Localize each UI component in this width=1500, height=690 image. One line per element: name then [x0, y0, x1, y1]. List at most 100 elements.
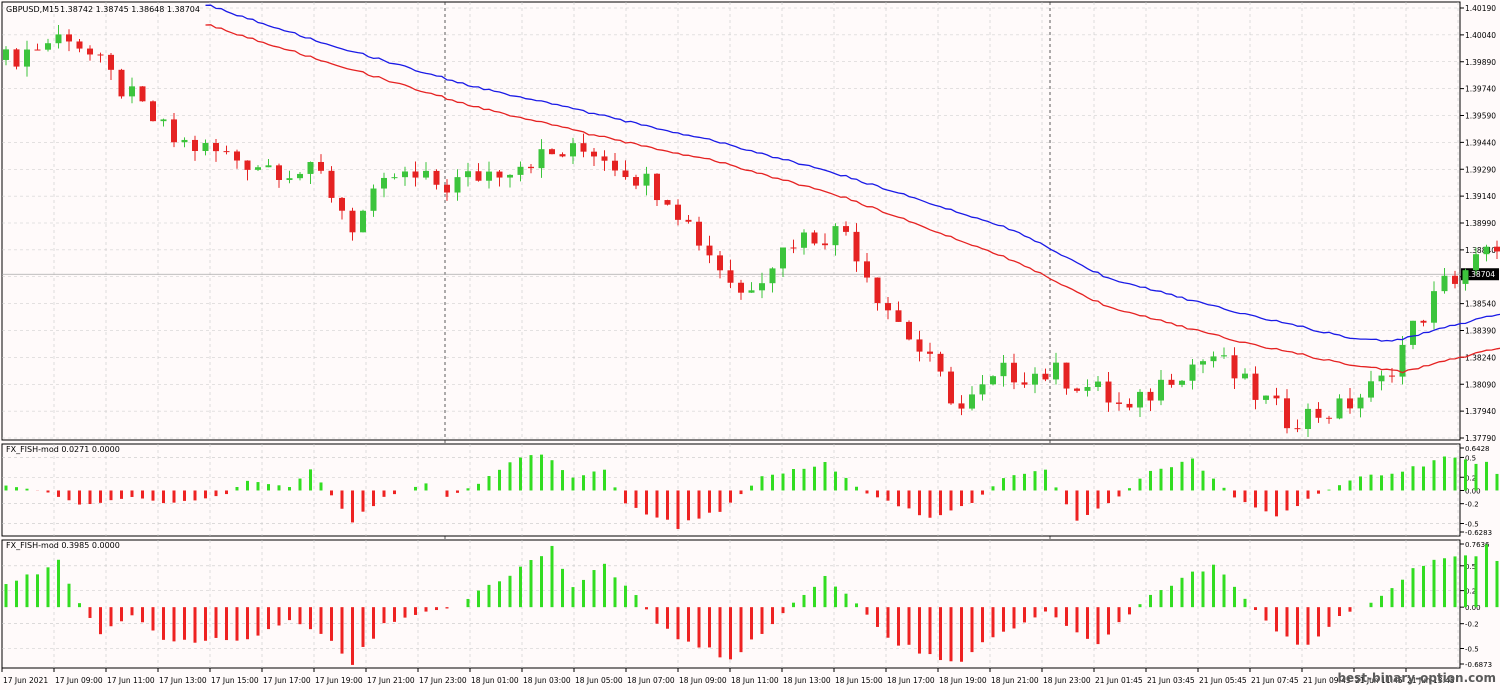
candle-bullish[interactable]	[748, 290, 755, 293]
candle-bearish[interactable]	[192, 139, 198, 152]
candle-bullish[interactable]	[160, 119, 167, 122]
candle-bullish[interactable]	[517, 166, 524, 175]
candle-bearish[interactable]	[475, 171, 482, 181]
candle-bearish[interactable]	[853, 231, 860, 262]
candle-bearish[interactable]	[1021, 382, 1028, 385]
candle-bullish[interactable]	[286, 178, 293, 180]
candle-bullish[interactable]	[1179, 380, 1185, 385]
candle-bullish[interactable]	[1221, 355, 1227, 357]
candle-bearish[interactable]	[1042, 373, 1049, 380]
candle-bearish[interactable]	[433, 170, 440, 185]
candle-bearish[interactable]	[822, 243, 828, 246]
indicator2-panel[interactable]: 0.7636 0.5 0.2 0.00 -0.2 -0.5 -0.6873	[1, 539, 1500, 669]
candle-bullish[interactable]	[360, 210, 366, 233]
candle-bearish[interactable]	[76, 41, 83, 49]
candle-bearish[interactable]	[601, 156, 608, 161]
candle-bullish[interactable]	[1084, 386, 1091, 391]
candle-bullish[interactable]	[979, 384, 986, 395]
candle-bearish[interactable]	[97, 54, 104, 56]
candle-bearish[interactable]	[1147, 391, 1154, 401]
candle-bearish[interactable]	[139, 86, 146, 102]
candle-bearish[interactable]	[444, 184, 450, 193]
candle-bearish[interactable]	[675, 204, 681, 220]
candle-bearish[interactable]	[685, 219, 692, 222]
candle-bearish[interactable]	[717, 255, 723, 271]
candle-bearish[interactable]	[612, 160, 618, 171]
candle-bearish[interactable]	[874, 277, 881, 304]
candle-bullish[interactable]	[3, 49, 9, 60]
candle-bullish[interactable]	[759, 283, 765, 291]
candle-bearish[interactable]	[843, 226, 849, 232]
candle-bullish[interactable]	[1158, 379, 1164, 401]
candle-bullish[interactable]	[1000, 362, 1007, 377]
candle-bearish[interactable]	[150, 101, 156, 122]
candle-bullish[interactable]	[255, 167, 261, 170]
candle-bearish[interactable]	[349, 210, 356, 233]
candle-bearish[interactable]	[727, 270, 734, 283]
candle-bearish[interactable]	[171, 119, 177, 143]
candle-bearish[interactable]	[528, 166, 534, 169]
candle-bearish[interactable]	[895, 310, 902, 322]
candle-bullish[interactable]	[370, 188, 377, 211]
candle-bullish[interactable]	[45, 43, 51, 50]
candle-bearish[interactable]	[633, 177, 639, 186]
candle-bearish[interactable]	[958, 403, 965, 409]
candle-bullish[interactable]	[129, 86, 135, 97]
candle-bearish[interactable]	[664, 200, 671, 205]
candle-bearish[interactable]	[13, 49, 20, 67]
candle-bearish[interactable]	[1294, 428, 1301, 430]
candle-bearish[interactable]	[108, 54, 114, 70]
candle-bearish[interactable]	[213, 143, 219, 152]
main-price-panel[interactable]: 1.40190 1.40040 1.39890 1.39740 1.39590 1.394…	[1, 1, 1500, 668]
candle-bullish[interactable]	[1200, 361, 1206, 365]
candle-bullish[interactable]	[391, 177, 398, 179]
candle-bearish[interactable]	[864, 261, 870, 278]
candle-bullish[interactable]	[769, 268, 776, 284]
candle-bearish[interactable]	[339, 197, 345, 211]
candle-bearish[interactable]	[1494, 246, 1500, 252]
candle-bullish[interactable]	[507, 174, 513, 178]
candle-bearish[interactable]	[318, 162, 324, 171]
candle-bearish[interactable]	[1252, 373, 1259, 400]
candle-bearish[interactable]	[1347, 398, 1353, 409]
candle-bearish[interactable]	[916, 339, 923, 352]
candle-bullish[interactable]	[832, 226, 839, 246]
candle-bearish[interactable]	[118, 69, 125, 97]
candle-bearish[interactable]	[927, 351, 933, 354]
candle-bearish[interactable]	[34, 49, 41, 51]
candle-bullish[interactable]	[307, 162, 314, 174]
candle-bearish[interactable]	[223, 151, 230, 153]
candle-bearish[interactable]	[328, 170, 335, 198]
candle-bearish[interactable]	[906, 321, 912, 340]
candle-bullish[interactable]	[402, 171, 408, 178]
candle-bearish[interactable]	[885, 303, 891, 311]
candle-bullish[interactable]	[1053, 362, 1059, 380]
candle-bullish[interactable]	[423, 170, 429, 178]
candle-bullish[interactable]	[1431, 291, 1437, 323]
candle-bearish[interactable]	[234, 151, 240, 161]
candle-bullish[interactable]	[643, 173, 650, 186]
candle-bullish[interactable]	[1399, 344, 1406, 377]
candle-bullish[interactable]	[465, 171, 471, 178]
candle-bullish[interactable]	[538, 149, 545, 169]
candle-bearish[interactable]	[1273, 395, 1280, 399]
candle-bearish[interactable]	[706, 245, 713, 256]
candle-bullish[interactable]	[24, 49, 30, 67]
candle-bearish[interactable]	[412, 171, 419, 178]
candle-bearish[interactable]	[1063, 362, 1070, 389]
candle-bearish[interactable]	[738, 282, 744, 293]
candle-bullish[interactable]	[780, 247, 786, 269]
candle-bullish[interactable]	[1378, 375, 1385, 382]
candle-bearish[interactable]	[244, 160, 251, 170]
candle-bearish[interactable]	[580, 143, 587, 152]
candle-bearish[interactable]	[276, 165, 282, 180]
candle-bearish[interactable]	[937, 353, 944, 372]
candle-bullish[interactable]	[202, 143, 209, 152]
candle-bearish[interactable]	[1074, 388, 1080, 391]
candle-bullish[interactable]	[1473, 254, 1479, 271]
candle-bearish[interactable]	[1420, 320, 1427, 323]
candle-bullish[interactable]	[381, 177, 387, 189]
candle-bullish[interactable]	[969, 394, 975, 409]
candle-bullish[interactable]	[1368, 381, 1374, 398]
